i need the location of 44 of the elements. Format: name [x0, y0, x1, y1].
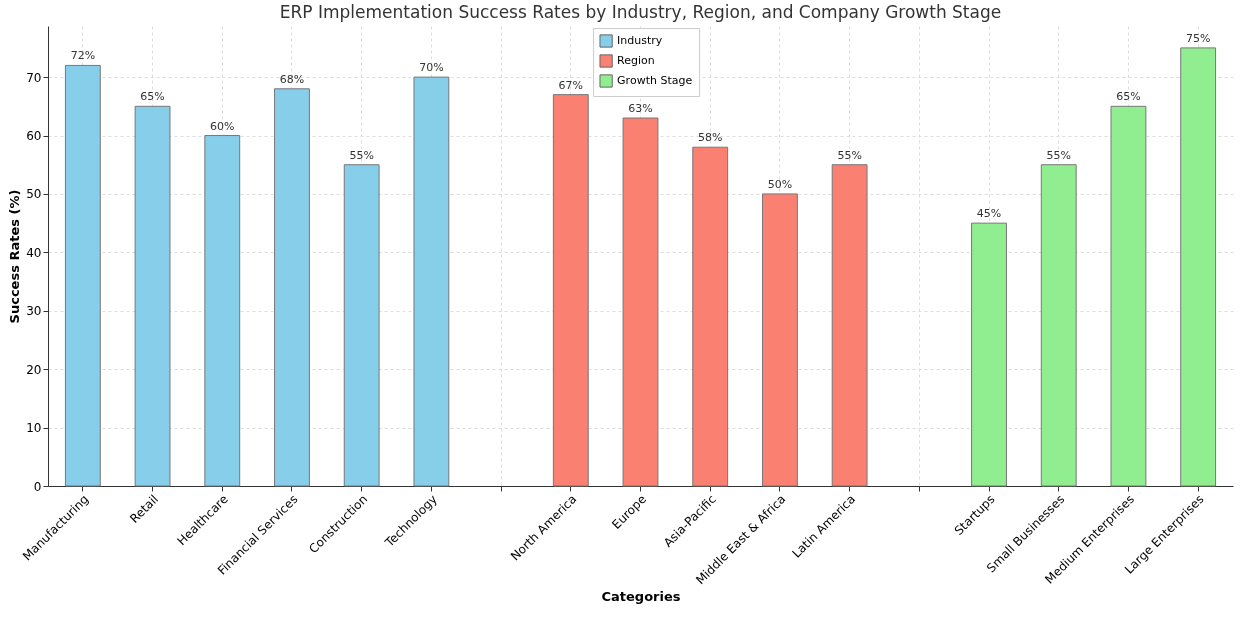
data-label: 68%: [279, 72, 305, 86]
data-label: 55%: [1046, 148, 1071, 162]
bar: [552, 94, 589, 487]
bar: [343, 164, 380, 487]
y-tick-label: 30: [26, 304, 42, 319]
y-tick-label: 50: [26, 187, 42, 202]
data-label: 50%: [767, 177, 793, 191]
bar: [971, 222, 1007, 487]
chart-title: ERP Implementation Success Rates by Industry, Region, and Company Growth Stage: [279, 2, 1002, 22]
data-label: 70%: [419, 61, 444, 75]
bar: [204, 135, 241, 487]
y-tick-label: 70: [26, 70, 42, 85]
y-tick-label: 60: [26, 129, 42, 144]
bar: [1180, 47, 1217, 487]
data-label: 55%: [837, 148, 862, 162]
bar: [274, 88, 310, 487]
data-label: 55%: [349, 148, 374, 162]
bar: [1110, 105, 1147, 487]
data-label: 67%: [558, 78, 584, 92]
y-axis-title: Success Rates (%): [7, 189, 23, 324]
bar: [134, 105, 171, 487]
bar: [1040, 164, 1077, 487]
bar: [413, 76, 450, 487]
y-tick-label: 10: [26, 421, 42, 436]
bar: [692, 146, 729, 487]
legend-label: Growth Stage: [617, 74, 693, 87]
legend-label: Region: [617, 54, 655, 67]
data-label: 58%: [697, 131, 723, 145]
data-label: 60%: [210, 119, 235, 133]
legend-label: Industry: [617, 34, 663, 47]
x-axis-title: Categories: [601, 588, 681, 604]
bar: [64, 64, 101, 487]
bar: [761, 193, 798, 487]
y-tick-label: 40: [26, 245, 42, 260]
data-label: 45%: [976, 207, 1002, 221]
bar: [831, 164, 868, 487]
y-tick-label: 0: [33, 479, 42, 494]
y-tick-label: 20: [26, 362, 42, 377]
data-label: 75%: [1185, 31, 1211, 45]
data-label: 65%: [1116, 90, 1141, 104]
data-label: 63%: [628, 102, 653, 115]
data-label: 65%: [140, 90, 165, 104]
bar: [622, 117, 659, 487]
data-label: 72%: [70, 49, 96, 63]
